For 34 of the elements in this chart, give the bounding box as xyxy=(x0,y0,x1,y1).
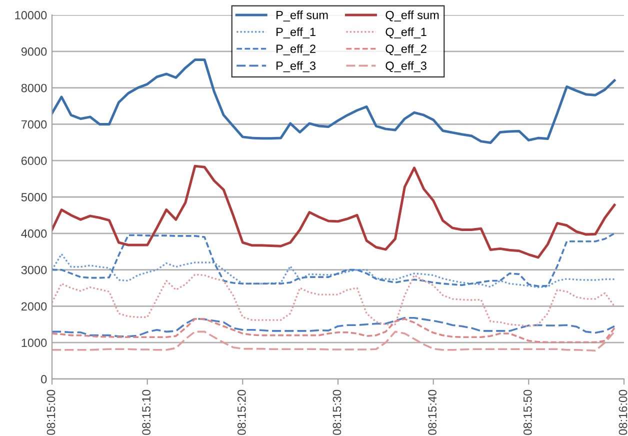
y-tick-label: 8000 xyxy=(21,84,47,92)
line-series xyxy=(52,253,616,288)
x-tick-label: 08:15:00 xyxy=(46,390,56,435)
legend-label: P_eff_2 xyxy=(276,44,316,56)
x-tick-label: 08:15:40 xyxy=(428,390,436,435)
y-tick-label: 4000 xyxy=(21,229,47,238)
line-series xyxy=(52,330,616,352)
line-series xyxy=(52,164,616,259)
x-tick-label: 08:15:10 xyxy=(142,390,150,435)
y-tick-label: 9000 xyxy=(21,47,47,56)
legend-label: Q_eff sum xyxy=(386,10,439,22)
x-tick-label: 08:15:30 xyxy=(332,390,342,435)
x-tick-label: 08:16:00 xyxy=(618,390,628,435)
line-series xyxy=(52,316,616,338)
y-tick-label: 2000 xyxy=(21,302,47,311)
y-tick-label: 7000 xyxy=(21,120,47,129)
y-tick-label: 5000 xyxy=(21,193,47,202)
y-tick-label: 6000 xyxy=(21,156,47,165)
y-tick-label: 0 xyxy=(41,375,47,384)
line-series xyxy=(52,274,616,328)
x-tick-label: 08:15:20 xyxy=(237,390,246,435)
legend-label: P_eff sum xyxy=(276,10,328,22)
legend-label: P_eff_1 xyxy=(276,27,316,38)
y-tick-label: 10000 xyxy=(15,11,47,20)
legend-label: P_eff_3 xyxy=(276,61,316,72)
line-series xyxy=(52,318,616,344)
x-tick-label: 08:15:50 xyxy=(523,390,532,435)
line-series xyxy=(52,232,616,288)
legend-label: Q_eff_2 xyxy=(386,44,426,56)
line-series xyxy=(52,58,616,144)
y-tick-label: 3000 xyxy=(21,266,47,274)
legend-label: Q_eff_1 xyxy=(386,27,426,38)
legend-label: Q_eff_3 xyxy=(386,61,426,72)
y-tick-label: 1000 xyxy=(22,338,47,347)
